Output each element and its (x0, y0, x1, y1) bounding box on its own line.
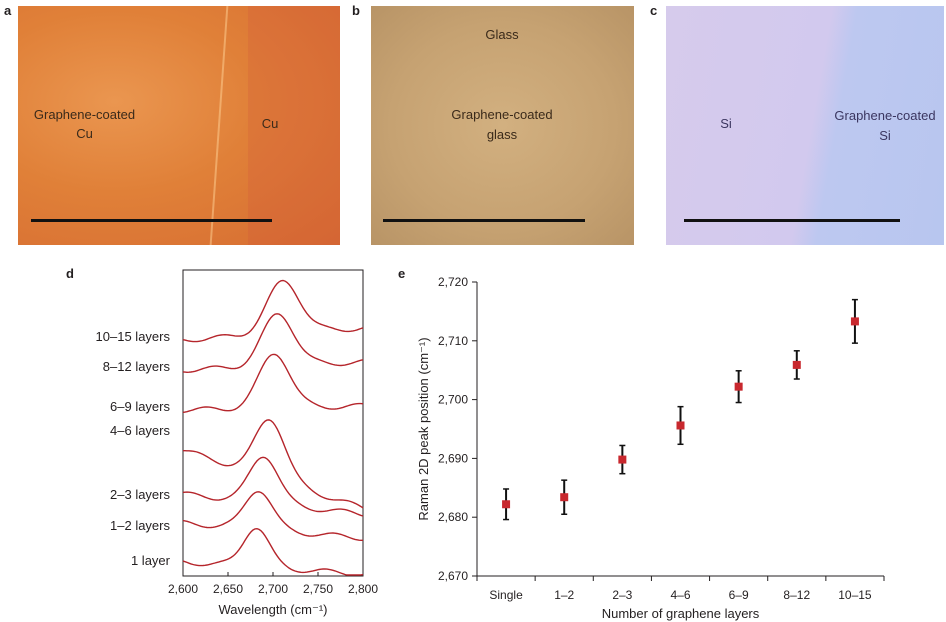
y-tick-label: 2,700 (438, 393, 468, 407)
spectrum-label: 2–3 layers (110, 487, 170, 502)
y-tick-label: 2,690 (438, 451, 468, 465)
spectrum-label: 6–9 layers (110, 399, 170, 414)
spectrum-curve (182, 353, 364, 414)
peak-position-chart: 2,670 2,680 2,690 2,700 2,710 2,720 Single 1–2 2… (416, 275, 885, 621)
spectrum-curve (183, 419, 364, 509)
label-bare-glass: Glass (485, 27, 519, 42)
raman-spectra-chart: 2,600 2,650 2,700 2,750 2,800 Wavelength (cm⁻… (96, 269, 378, 617)
spectrum-label: 1–2 layers (110, 518, 170, 533)
x-category-label: 1–2 (554, 588, 574, 602)
data-point (618, 455, 627, 464)
scale-bar-a (31, 219, 272, 222)
spectrum-label: 10–15 layers (96, 329, 171, 344)
spectrum-label: 1 layer (131, 553, 171, 568)
label-graphene-coated-cu-line2: Cu (76, 126, 93, 141)
panel-letter-e: e (398, 266, 405, 281)
x-tick-label: 2,600 (168, 582, 198, 596)
panel-letter-c: c (650, 3, 658, 18)
spectrum-curve (182, 527, 364, 576)
label-bare-cu: Cu (261, 116, 279, 131)
label-graphene-coated-cu-line1: Graphene-coated (33, 107, 136, 122)
x-tick-label: 2,750 (303, 582, 333, 596)
scale-bar-b (383, 219, 585, 222)
spectrum-label: 4–6 layers (110, 423, 170, 438)
x-category-label: 4–6 (670, 588, 690, 602)
bare-cu-region (248, 6, 340, 245)
x-axis-label: Wavelength (cm⁻¹) (219, 602, 328, 617)
panel-letter-b: b (352, 3, 360, 18)
x-axis-label: Number of graphene layers (602, 606, 760, 621)
x-tick-label: 2,650 (213, 582, 243, 596)
x-category-label: 10–15 (838, 588, 872, 602)
panel-letter-a: a (4, 3, 12, 18)
data-point (850, 317, 859, 326)
data-point (502, 500, 511, 509)
micrograph-graphene-on-cu: Graphene-coated Cu Cu (18, 6, 340, 245)
y-tick-label: 2,720 (438, 275, 468, 289)
x-category-label: 8–12 (783, 588, 810, 602)
label-bare-si: Si (720, 116, 732, 131)
spectrum-curve (182, 313, 364, 374)
label-graphene-coated-glass-line1: Graphene-coated (451, 107, 553, 122)
y-tick-label: 2,710 (438, 334, 468, 348)
label-graphene-coated-glass-line2: glass (486, 127, 518, 142)
scale-bar-c (684, 219, 900, 222)
label-graphene-coated-si-line2: Si (879, 128, 891, 143)
label-graphene-coated-si-line1: Graphene-coated (834, 108, 936, 123)
y-tick-label: 2,670 (438, 569, 468, 583)
data-point (560, 493, 569, 502)
x-category-label: 6–9 (729, 588, 749, 602)
x-category-label: Single (489, 588, 523, 602)
x-tick-label: 2,800 (348, 582, 378, 596)
spectrum-label: 8–12 layers (103, 359, 171, 374)
panel-letter-d: d (66, 266, 74, 281)
data-point (792, 360, 801, 369)
spectrum-curve (182, 491, 363, 541)
x-category-label: 2–3 (612, 588, 632, 602)
x-tick-label: 2,700 (258, 582, 288, 596)
micrograph-graphene-on-si: Si Graphene-coated Si (666, 6, 944, 245)
spectrum-curve (182, 279, 364, 343)
y-axis-label: Raman 2D peak position (cm⁻¹) (416, 337, 431, 520)
data-point (734, 382, 743, 391)
y-tick-label: 2,680 (438, 510, 468, 524)
micrograph-graphene-on-glass: Glass Graphene-coated glass (371, 6, 634, 245)
spectrum-curve (182, 456, 364, 517)
data-point (676, 421, 685, 430)
